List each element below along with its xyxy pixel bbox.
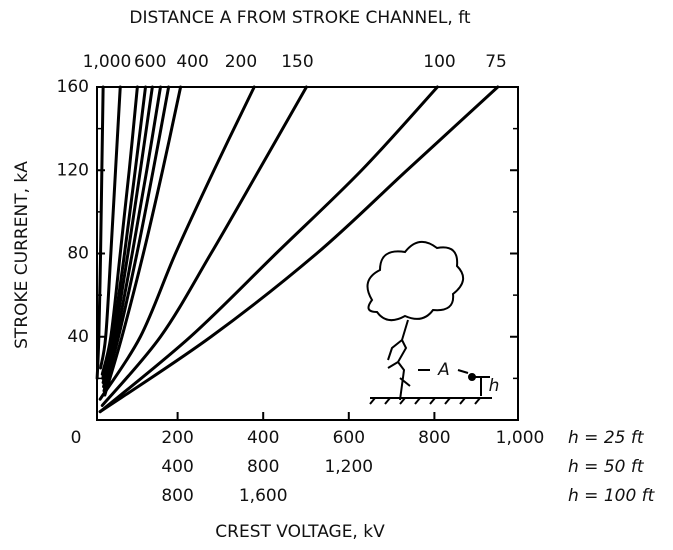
x-row-label: h = 100 ft: [568, 486, 656, 506]
y-tick-label: 40: [67, 327, 89, 347]
lightning-inset: [366, 241, 492, 405]
annotation: A: [437, 360, 450, 380]
x-tick-label: 1,600: [239, 486, 288, 506]
x2-tick-label: 400: [176, 52, 208, 72]
curve: [101, 85, 154, 385]
y-axis-label: STROKE CURRENT, kA: [12, 161, 32, 349]
x-tick-label: 800: [247, 457, 279, 477]
x-row-label: h = 25 ft: [568, 428, 645, 448]
curve: [95, 85, 105, 380]
x2-tick-label: 600: [134, 52, 166, 72]
curve: [98, 85, 256, 401]
curve: [103, 85, 183, 397]
y-tick-label: 80: [67, 244, 89, 264]
curve: [99, 85, 122, 370]
x2-tick-label: 100: [423, 52, 455, 72]
chart-title: DISTANCE A FROM STROKE CHANNEL, ft: [129, 8, 470, 28]
x2-tick-label: 75: [485, 52, 507, 72]
x-tick-label: 800: [418, 428, 450, 448]
curve: [102, 85, 171, 393]
x-tick-label: 400: [247, 428, 279, 448]
y-tick-label: 160: [57, 77, 89, 97]
x-row-label: h = 50 ft: [568, 457, 645, 477]
x2-tick-label: 150: [281, 52, 313, 72]
x-tick-label: 1,200: [324, 457, 373, 477]
x2-tick-label: 1,000: [83, 52, 132, 72]
curve: [102, 85, 162, 389]
x-axis-label: CREST VOLTAGE, kV: [215, 522, 385, 542]
curve: [100, 85, 308, 407]
annotation: h: [489, 376, 500, 396]
x-tick-label: 800: [161, 486, 193, 506]
y-tick-label: 120: [57, 160, 89, 180]
x-tick-label: 1,000: [496, 428, 545, 448]
x-tick-label: 600: [333, 428, 365, 448]
x-tick-label: 200: [161, 428, 193, 448]
curve: [98, 85, 439, 414]
x-tick-label: 400: [161, 457, 193, 477]
x2-tick-label: 200: [225, 52, 257, 72]
x-tick-label: 0: [71, 428, 82, 448]
curve: [98, 85, 500, 414]
curve: [101, 85, 147, 380]
